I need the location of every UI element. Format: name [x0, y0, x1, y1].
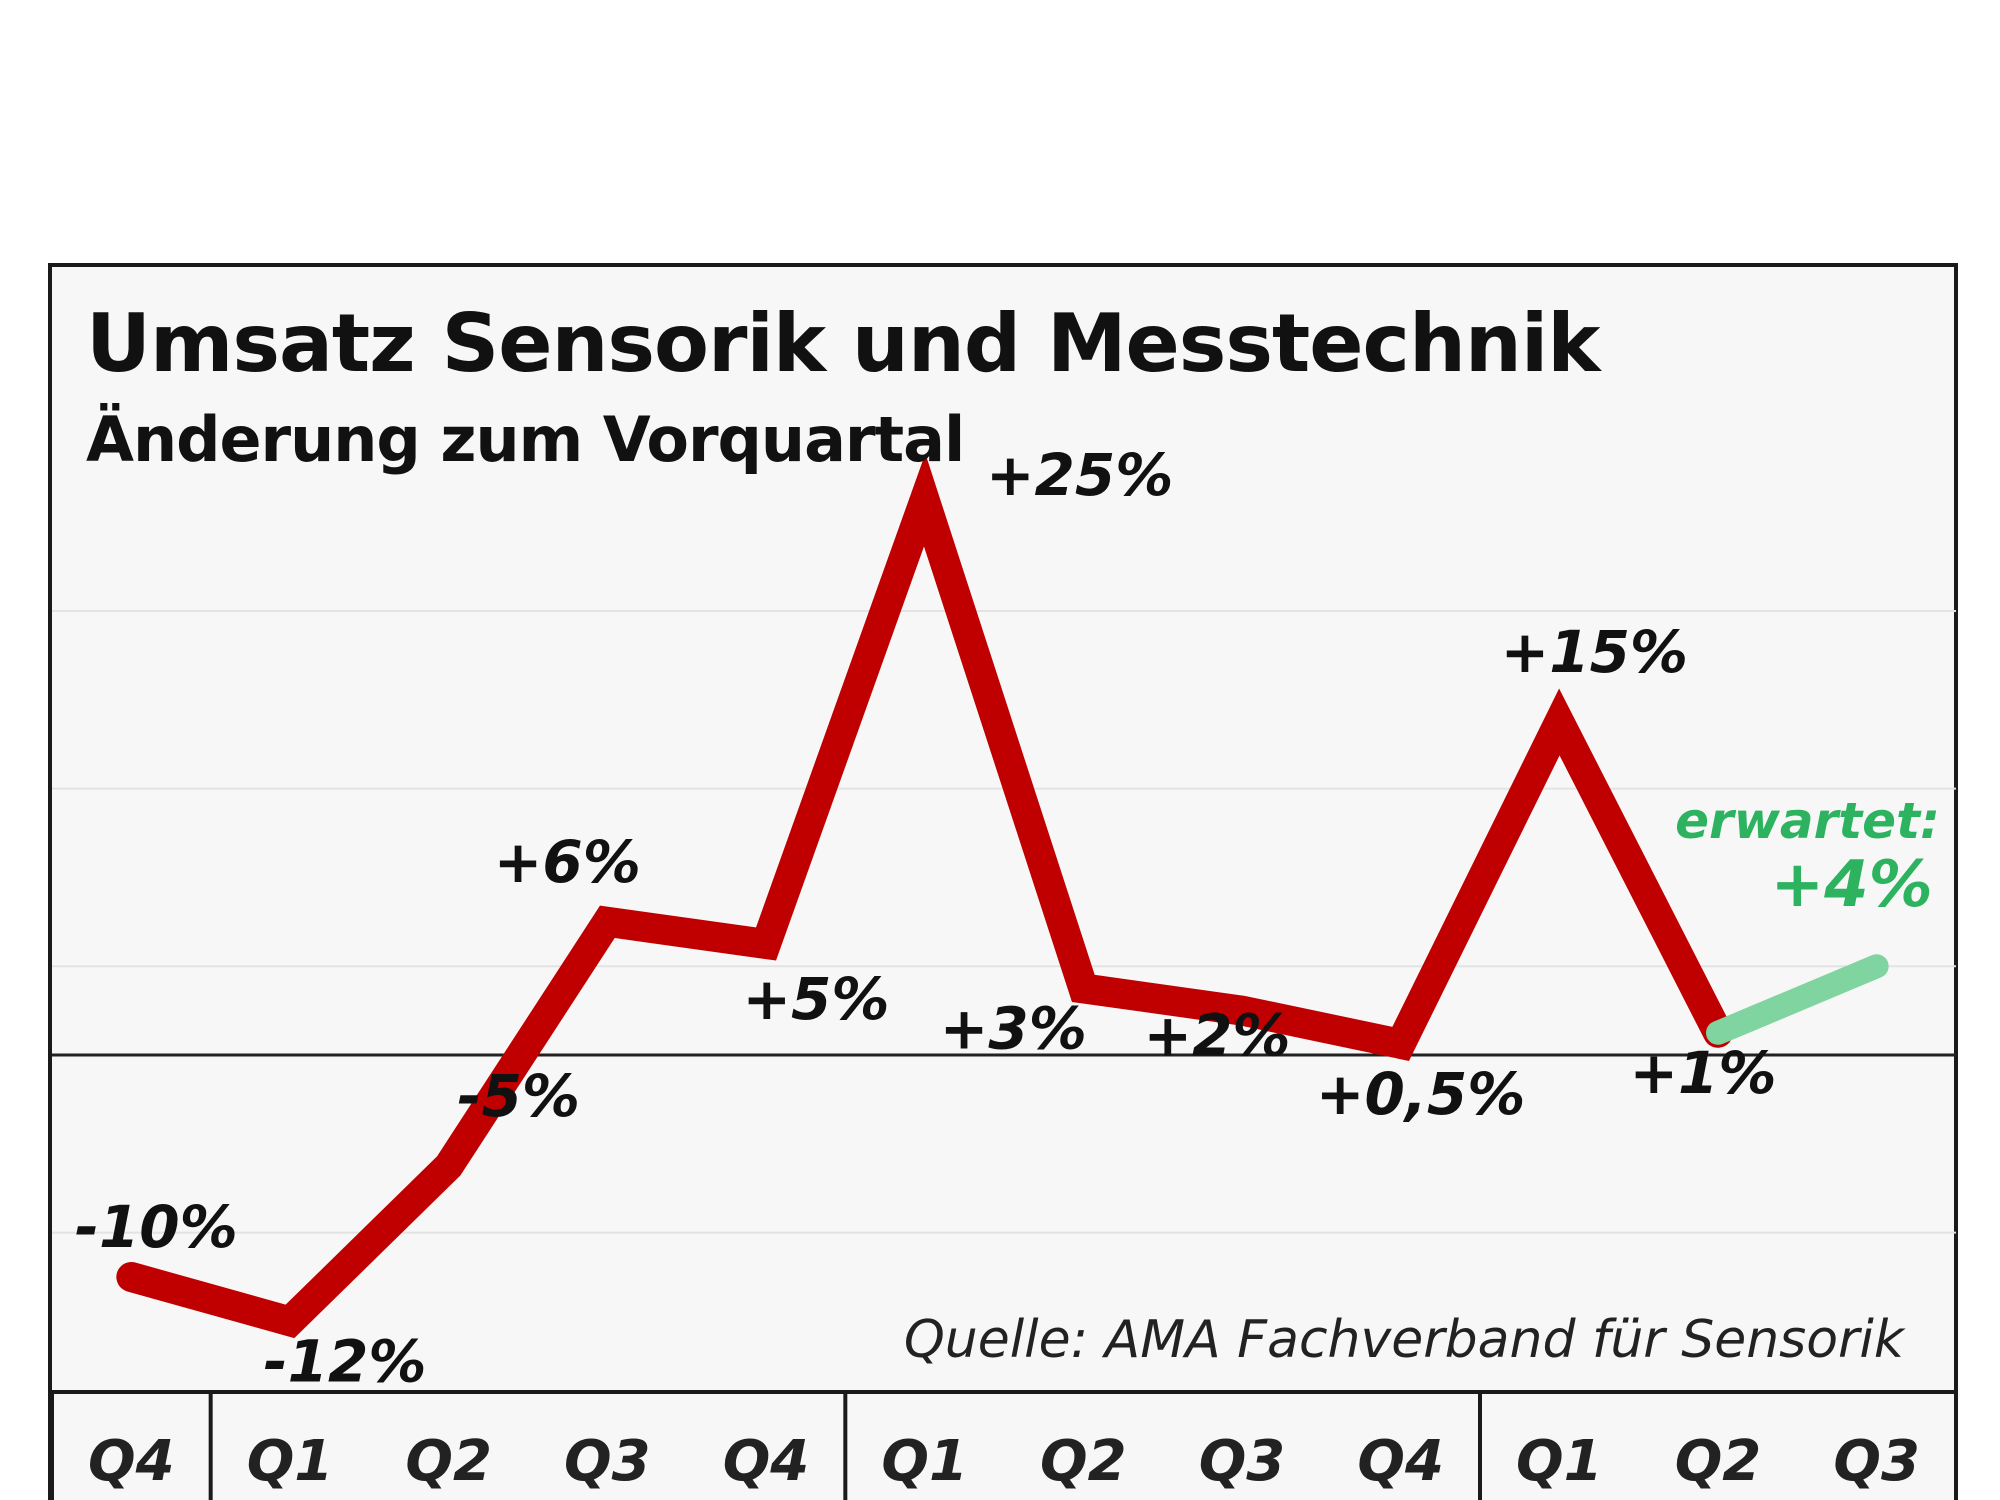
x-tick-label: Q4: [88, 1429, 175, 1494]
x-tick-label: Q1: [247, 1429, 334, 1494]
data-label: +5%: [742, 965, 889, 1033]
x-tick-label: Q4: [1357, 1429, 1444, 1494]
data-label: +3%: [940, 994, 1087, 1062]
x-tick-label: Q1: [1516, 1429, 1603, 1494]
source-note: Quelle: AMA Fachverband für Sensorik: [903, 1310, 1904, 1370]
series-line-forecast: [1706, 954, 1889, 1045]
data-label: -5%: [457, 1062, 580, 1130]
x-tick-label: Q2: [1040, 1429, 1127, 1494]
x-tick-label: Q4: [723, 1429, 810, 1494]
series-line-actual: [116, 453, 1733, 1339]
data-label: +15%: [1501, 618, 1688, 686]
data-label: +1%: [1629, 1039, 1776, 1107]
x-tick-label: Q3: [1199, 1429, 1286, 1494]
forecast-label: erwartet:: [1675, 792, 1940, 850]
data-label: -10%: [75, 1193, 238, 1261]
x-tick-label: Q3: [564, 1429, 651, 1494]
x-tick-label: Q1: [881, 1429, 968, 1494]
data-label: +25%: [986, 441, 1173, 509]
chart-title: Umsatz Sensorik und Messtechnik: [86, 297, 1600, 390]
data-label: +4%: [1771, 848, 1933, 922]
x-tick-label: Q3: [1833, 1429, 1920, 1494]
data-label: +0,5%: [1316, 1060, 1525, 1128]
chart-subtitle: Änderung zum Vorquartal: [86, 403, 965, 476]
x-tick-label: Q2: [405, 1429, 492, 1494]
data-label: +6%: [494, 828, 641, 896]
data-label: +2%: [1143, 1002, 1290, 1070]
data-label: -12%: [264, 1327, 427, 1395]
x-tick-label: Q2: [1675, 1429, 1762, 1494]
